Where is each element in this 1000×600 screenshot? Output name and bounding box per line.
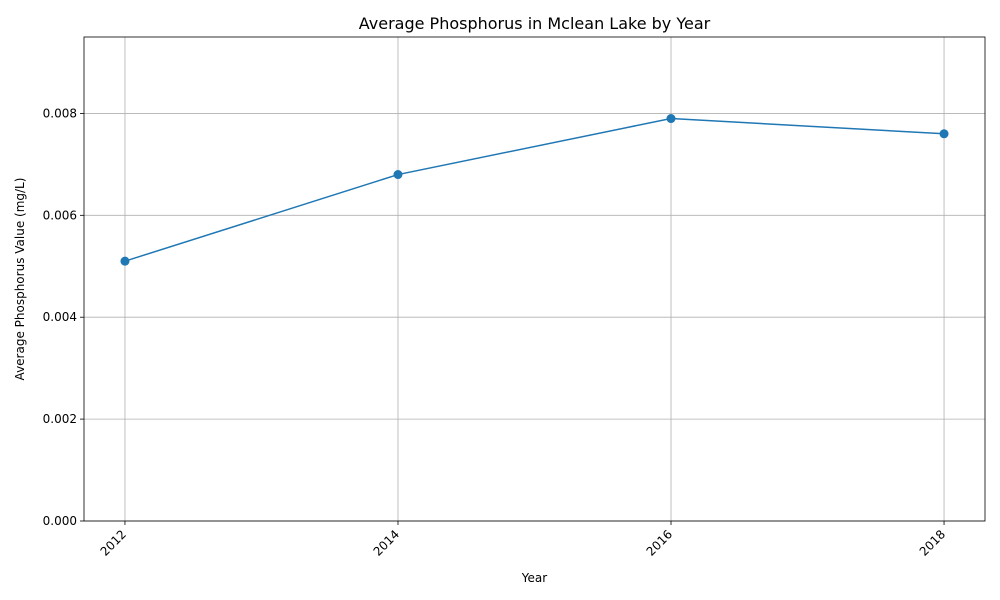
data-point (393, 170, 403, 180)
data-point (666, 114, 676, 124)
chart-title: Average Phosphorus in Mclean Lake by Yea… (359, 14, 711, 33)
y-tick-label: 0.008 (43, 106, 77, 120)
series-layer (120, 114, 949, 266)
ticks-layer: 0.000 0.002 0.004 0.006 0.008 2012 2014 2016 201… (43, 106, 949, 558)
plot-frame (83, 36, 986, 522)
x-tick-label: 2016 (644, 527, 675, 558)
x-axis-label: Year (521, 571, 547, 585)
y-tick-label: 0.004 (43, 310, 77, 324)
series-line (124, 117, 945, 262)
x-tick-label: 2014 (371, 527, 402, 558)
y-tick-label: 0.000 (43, 514, 77, 528)
x-tick-label: 2018 (917, 527, 948, 558)
x-tick-label: 2012 (98, 527, 129, 558)
y-tick-label: 0.006 (43, 208, 77, 222)
data-point (120, 256, 130, 266)
y-tick-label: 0.002 (43, 412, 77, 426)
grid-layer (84, 37, 985, 522)
data-point (939, 129, 949, 139)
y-axis-label: Average Phosphorus Value (mg/L) (13, 178, 27, 381)
